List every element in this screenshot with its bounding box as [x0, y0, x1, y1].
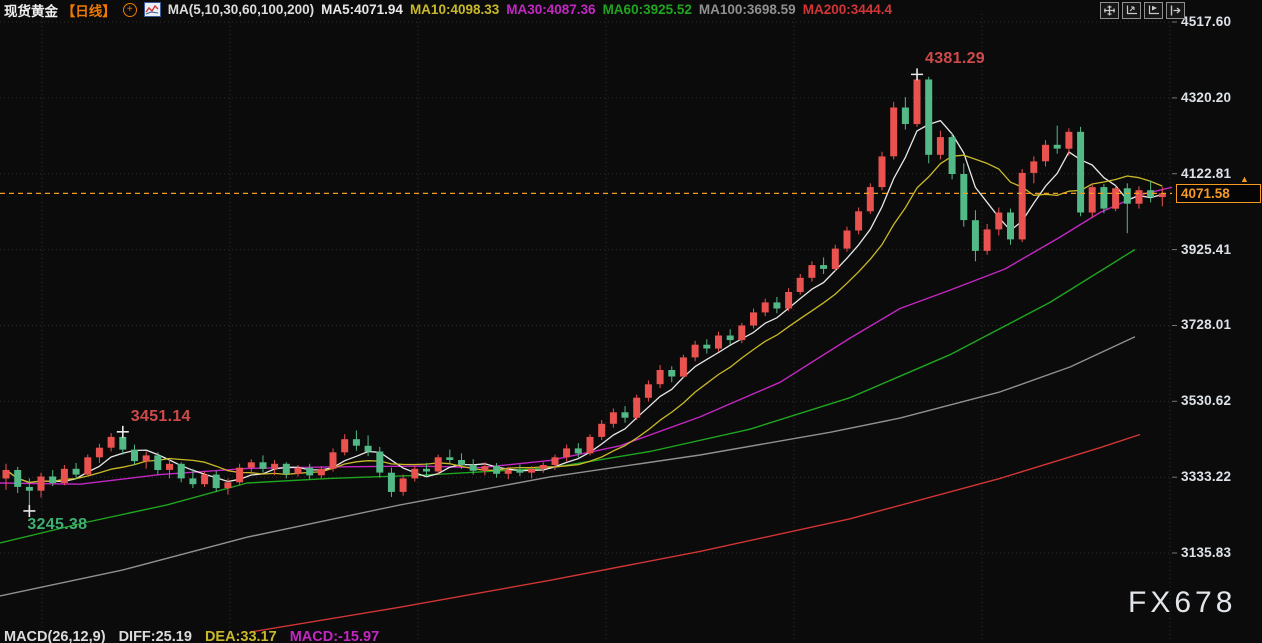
- macd-params: MACD(26,12,9): [4, 629, 106, 643]
- add-indicator-icon[interactable]: +: [122, 2, 137, 17]
- swing-high-label: 4381.29: [925, 50, 985, 68]
- macd-legend: MACD(26,12,9) DIFF:25.19 DEA:33.17 MACD:…: [4, 629, 388, 643]
- collapse-right-icon[interactable]: [1166, 2, 1185, 19]
- ma-indicator-label: MA(5,10,30,60,100,200): [167, 2, 315, 17]
- y-axis-label: 3333.22: [1181, 469, 1232, 485]
- ma60-value: MA60:3925.52: [602, 2, 692, 17]
- price-up-arrow-icon: ▲: [1240, 174, 1249, 185]
- chart-header: 现货黄金 【日线】 + MA(5,10,30,60,100,200) MA5:4…: [4, 0, 893, 20]
- fx678-watermark: FX678: [1128, 586, 1237, 619]
- swing-high-label: 3451.14: [130, 407, 191, 425]
- y-axis-label: 4320.20: [1181, 89, 1232, 105]
- swing-low-label: 3245.38: [27, 515, 88, 533]
- y-axis-label: 4517.60: [1181, 14, 1232, 29]
- ma100-value: MA100:3698.59: [698, 2, 796, 17]
- ma10-value: MA10:4098.33: [409, 2, 500, 17]
- pan-crosshair-icon[interactable]: [1100, 2, 1119, 19]
- chart-toolbar: [1100, 2, 1185, 19]
- scale-x-axis-icon[interactable]: [1144, 2, 1163, 19]
- ma5-value: MA5:4071.94: [321, 2, 403, 17]
- symbol-title: 现货黄金 【日线】: [4, 0, 116, 20]
- y-axis-label: 3728.01: [1181, 317, 1232, 333]
- macd-macd-value: MACD:-15.97: [289, 629, 380, 643]
- macd-diff-value: DIFF:25.19: [118, 629, 192, 643]
- scale-y-axis-icon[interactable]: [1122, 2, 1141, 19]
- ma30-value: MA30:4087.36: [506, 2, 596, 17]
- current-price-tag: 4071.58: [1176, 183, 1261, 203]
- y-axis-label: 4122.81: [1181, 165, 1232, 181]
- chart-type-icon[interactable]: [143, 2, 161, 17]
- y-axis-label: 3135.83: [1181, 545, 1232, 561]
- y-axis-label: 3530.62: [1181, 393, 1232, 409]
- macd-dea-value: DEA:33.17: [204, 629, 277, 643]
- ma200-value: MA200:3444.4: [802, 2, 893, 17]
- timeframe-selector[interactable]: 【日线】: [61, 3, 116, 19]
- symbol-name: 现货黄金: [4, 3, 58, 19]
- y-axis-label: 3925.41: [1181, 241, 1232, 257]
